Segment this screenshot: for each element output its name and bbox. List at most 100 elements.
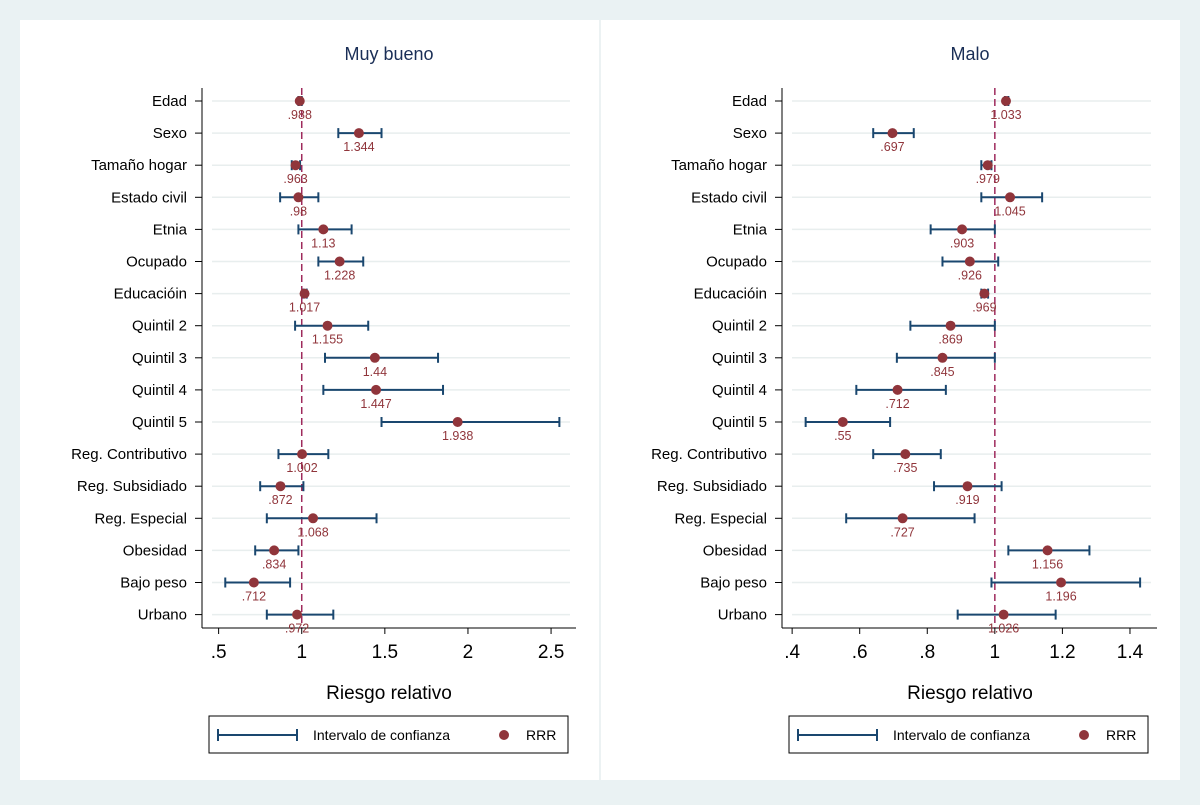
rrr-point (371, 384, 382, 395)
rrr-point (369, 352, 380, 363)
category-label: Educacióin (694, 286, 767, 303)
rrr-point (1042, 545, 1053, 556)
panel-title: Malo (950, 44, 989, 64)
rrr-value-label: .963 (283, 172, 307, 186)
category-label: Bajo peso (700, 575, 767, 592)
category-label: Tamaño hogar (671, 157, 767, 174)
rrr-value-label: .55 (834, 429, 851, 443)
rrr-point (900, 449, 911, 460)
rrr-value-label: .869 (938, 333, 962, 347)
rrr-value-label: 1.045 (994, 204, 1025, 218)
legend-point-swatch (1079, 730, 1089, 740)
x-tick-label: 1.5 (372, 642, 398, 663)
rrr-value-label: 1.026 (988, 622, 1019, 636)
rrr-value-label: .834 (262, 557, 286, 571)
rrr-value-label: 1.196 (1045, 590, 1076, 604)
category-label: Ocupado (126, 254, 187, 271)
rrr-value-label: .919 (955, 493, 979, 507)
rrr-value-label: 1.228 (324, 269, 355, 283)
category-label: Reg. Subsidiado (77, 478, 187, 495)
category-label: Reg. Contributivo (71, 446, 187, 463)
x-tick-label: .4 (784, 642, 800, 663)
rrr-value-label: .735 (893, 461, 917, 475)
category-label: Obesidad (123, 542, 187, 559)
rrr-value-label: 1.002 (286, 461, 317, 475)
panel-title: Muy bueno (344, 44, 433, 64)
rrr-value-label: .712 (242, 590, 266, 604)
category-label: Sexo (733, 125, 767, 142)
rrr-value-label: 1.44 (363, 365, 387, 379)
legend-point-label: RRR (1106, 727, 1136, 743)
rrr-value-label: .988 (288, 108, 312, 122)
category-label: Etnia (733, 221, 768, 238)
rrr-point (294, 96, 305, 106)
category-label: Estado civil (111, 189, 187, 206)
rrr-point (1056, 577, 1067, 588)
rrr-point (308, 513, 319, 524)
category-label: Quintil 5 (132, 414, 187, 431)
rrr-value-label: .845 (930, 365, 954, 379)
category-label: Educacióin (114, 286, 187, 303)
legend-point-swatch (499, 730, 509, 740)
rrr-value-label: 1.344 (343, 140, 374, 154)
category-label: Quintil 3 (712, 350, 767, 367)
rrr-point (299, 288, 310, 299)
rrr-value-label: 1.033 (990, 108, 1021, 122)
rrr-value-label: 1.938 (442, 429, 473, 443)
rrr-point (998, 609, 1009, 620)
category-label: Edad (152, 93, 187, 110)
rrr-value-label: .969 (972, 301, 996, 315)
x-tick-label: .6 (852, 642, 868, 663)
rrr-value-label: .712 (885, 397, 909, 411)
x-tick-label: .8 (919, 642, 935, 663)
category-label: Quintil 4 (132, 382, 187, 399)
category-label: Tamaño hogar (91, 157, 187, 174)
x-tick-label: 1.2 (1049, 642, 1075, 663)
category-label: Quintil 5 (712, 414, 767, 431)
x-tick-label: 1.4 (1117, 642, 1144, 663)
category-label: Edad (732, 93, 767, 110)
panel-muy-bueno: Muy bueno Edad Sexo Tamaño hogar Estado civ… (71, 44, 576, 754)
rrr-point (269, 545, 280, 556)
category-label: Reg. Contributivo (651, 446, 767, 463)
rrr-point (318, 224, 329, 235)
x-tick-label: .5 (211, 642, 227, 663)
rrr-value-label: .926 (958, 269, 982, 283)
category-label: Quintil 4 (712, 382, 767, 399)
rrr-value-label: .727 (890, 525, 914, 539)
category-label: Reg. Subsidiado (657, 478, 767, 495)
category-label: Sexo (153, 125, 187, 142)
rrr-point (297, 449, 308, 460)
rrr-value-label: .872 (268, 493, 292, 507)
rrr-value-label: .972 (285, 622, 309, 636)
x-tick-label: 2 (463, 642, 474, 663)
x-tick-label: 1 (990, 642, 1001, 663)
category-label: Quintil 3 (132, 350, 187, 367)
category-label: Estado civil (691, 189, 767, 206)
x-tick-label: 2.5 (538, 642, 564, 663)
category-label: Urbano (138, 607, 187, 624)
category-label: Urbano (718, 607, 767, 624)
category-label: Etnia (153, 221, 188, 238)
rrr-point (979, 288, 990, 299)
x-axis-label: Riesgo relativo (326, 683, 452, 704)
plot-area: Edad Sexo Tamaño hogar Estado civil Etnia Ocu… (651, 88, 1157, 663)
x-axis-label: Riesgo relativo (907, 683, 1033, 704)
rrr-point (275, 481, 286, 492)
rrr-point (964, 256, 975, 267)
rrr-point (1000, 96, 1011, 106)
rrr-value-label: 1.13 (311, 236, 335, 250)
rrr-value-label: .979 (976, 172, 1000, 186)
legend-ci-label: Intervalo de confianza (893, 727, 1030, 743)
rrr-point (945, 320, 956, 331)
legend-ci-label: Intervalo de confianza (313, 727, 450, 743)
rrr-value-label: 1.017 (289, 301, 320, 315)
rrr-point (452, 417, 463, 427)
rrr-value-label: 1.068 (297, 525, 328, 539)
rrr-point (962, 481, 973, 492)
panel-malo: Malo Edad Sexo Tamaño hogar Estado civil Etn… (651, 44, 1157, 754)
rrr-point (248, 577, 259, 588)
rrr-point (1005, 192, 1016, 203)
